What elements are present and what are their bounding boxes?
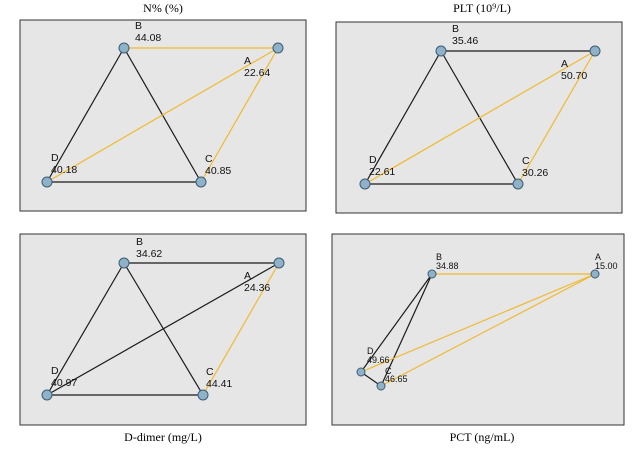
node-b <box>118 257 130 269</box>
panel-n: B 44.08 A 22.64 C 40.85 D 40.18 <box>19 19 307 212</box>
panel-title-plt: PLT (10⁹/L) <box>453 1 511 15</box>
node-c-letter: C <box>206 366 214 378</box>
node-c <box>512 178 524 190</box>
node-d <box>41 176 53 188</box>
panel-ddimer: B 34.62 A 24.36 C 44.41 D 40.97 <box>19 233 307 426</box>
node-d-value: 40.18 <box>51 164 77 176</box>
node-b-letter: B <box>136 236 143 248</box>
edge-b-d <box>46 47 125 183</box>
node-a-value: 15.00 <box>595 261 618 271</box>
node-b-letter: B <box>436 252 442 262</box>
edge-a-c <box>517 50 596 185</box>
panel-title-n: N% (%) <box>143 1 183 15</box>
node-d-value: 22.61 <box>369 166 395 178</box>
edge-a-c <box>202 262 280 396</box>
edge-b-c <box>380 273 433 387</box>
node-a <box>590 269 600 279</box>
edge-a-c <box>380 273 596 387</box>
edge-b-d <box>364 50 442 185</box>
node-a <box>589 45 601 57</box>
edge-a-d <box>364 50 596 185</box>
node-c <box>197 389 209 401</box>
panel-title-ddimer: D-dimer (mg/L) <box>124 430 202 444</box>
node-b-value: 34.62 <box>136 248 162 260</box>
node-b-letter: B <box>135 20 142 32</box>
node-d-value: 49.66 <box>367 355 390 365</box>
node-d <box>359 178 371 190</box>
edge-a-c <box>200 47 279 183</box>
panel-background <box>331 233 625 426</box>
node-a-letter: A <box>244 55 251 67</box>
node-d-letter: D <box>51 365 59 377</box>
node-a <box>273 257 285 269</box>
node-c-value: 40.85 <box>205 165 231 177</box>
panel-background <box>19 233 307 426</box>
edge-a-d <box>46 262 280 396</box>
node-c-value: 30.26 <box>522 167 548 179</box>
edge-b-d <box>46 262 125 396</box>
panel-plt: B 35.46 A 50.70 C 30.26 D 22.61 <box>335 21 623 214</box>
node-d-letter: D <box>369 154 377 166</box>
edge-b-d <box>360 273 433 373</box>
node-a-value: 22.64 <box>244 67 270 79</box>
node-a-value: 24.36 <box>244 282 270 294</box>
node-d <box>356 367 366 377</box>
node-d-letter: D <box>51 152 59 164</box>
node-c-letter: C <box>385 366 392 376</box>
edge-a-d <box>360 273 596 373</box>
node-d-letter: D <box>367 346 374 356</box>
panel-title-pct: PCT (ng/mL) <box>450 430 515 444</box>
panel-pct: B 34.88 A 15.00 C 46.65 D 49.66 <box>331 233 625 426</box>
node-b-letter: B <box>452 23 459 35</box>
node-a-letter: A <box>244 270 251 282</box>
node-a-letter: A <box>561 58 568 70</box>
node-b <box>427 269 437 279</box>
node-c <box>376 381 386 391</box>
node-c-letter: C <box>522 155 530 167</box>
node-d-value: 40.97 <box>51 377 77 389</box>
node-b <box>435 45 447 57</box>
edge-a-d <box>46 47 279 183</box>
node-a-value: 50.70 <box>561 70 587 82</box>
node-a <box>272 42 284 54</box>
node-b-value: 44.08 <box>135 32 161 44</box>
node-c-letter: C <box>205 153 213 165</box>
node-c <box>195 176 207 188</box>
node-c-value: 44.41 <box>206 378 232 390</box>
node-c-value: 46.65 <box>385 374 408 384</box>
node-b-value: 35.46 <box>452 35 478 47</box>
node-d <box>41 389 53 401</box>
node-b-value: 34.88 <box>436 261 459 271</box>
node-a-letter: A <box>595 252 601 262</box>
node-b <box>118 42 130 54</box>
